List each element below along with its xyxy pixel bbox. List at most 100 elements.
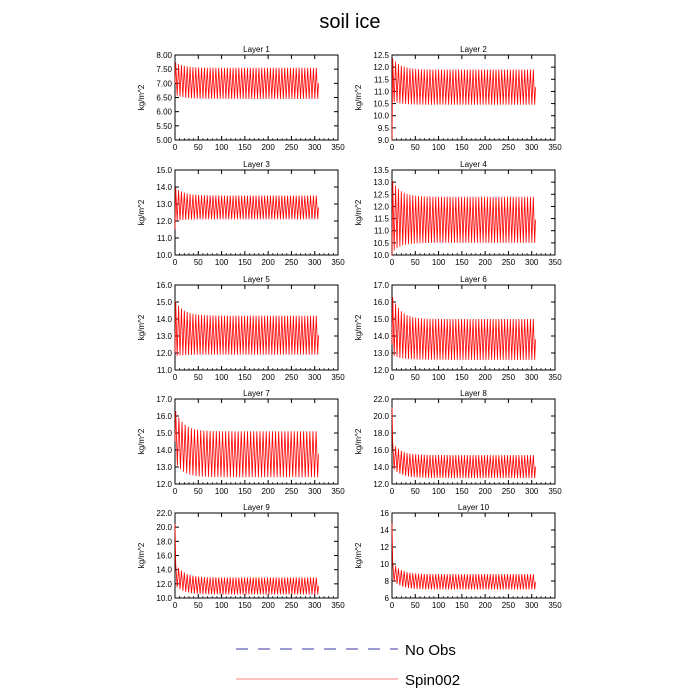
x-tick-label: 0	[173, 601, 178, 610]
x-tick-label: 350	[331, 373, 345, 382]
x-tick-label: 50	[194, 487, 203, 496]
y-tick-label: 15.0	[156, 166, 172, 175]
y-axis-label: kg/m^2	[354, 428, 363, 454]
y-tick-label: 11.0	[157, 366, 173, 375]
x-tick-label: 100	[215, 487, 229, 496]
y-tick-label: 14.0	[156, 446, 172, 455]
series-line-spin002	[391, 297, 536, 360]
y-tick-label: 16.0	[156, 281, 172, 290]
panel-title: Layer 1	[243, 45, 270, 54]
panel-2: Layer 2 kg/m^2 0 50 100 150 200 250 300 350 9.0 9.5…	[354, 45, 562, 152]
panel-1: Layer 1 kg/m^2 0 50 100 150 200 250 300 350 5.00 5.…	[137, 45, 345, 152]
x-tick-label: 150	[455, 487, 469, 496]
series-line-spin002	[174, 62, 319, 99]
panel-3: Layer 3 kg/m^2 0 50 100 150 200 250 300 350 10.0 11…	[137, 160, 345, 267]
y-tick-label: 10.0	[156, 251, 172, 260]
x-tick-label: 300	[308, 143, 322, 152]
x-tick-label: 250	[502, 487, 516, 496]
y-axis-label: kg/m^2	[137, 314, 146, 340]
plot-frame	[391, 512, 556, 599]
y-tick-label: 7.00	[156, 79, 172, 88]
y-axis-label: kg/m^2	[137, 428, 146, 454]
panel-title: Layer 2	[460, 45, 487, 54]
x-tick-label: 350	[548, 143, 562, 152]
series-line-spin002	[174, 523, 319, 595]
y-tick-label: 9.0	[378, 136, 390, 145]
x-tick-label: 200	[261, 258, 275, 267]
x-tick-label: 150	[455, 373, 469, 382]
y-tick-label: 13.0	[373, 349, 389, 358]
x-tick-label: 0	[173, 143, 178, 152]
y-tick-label: 11.5	[374, 215, 390, 224]
y-tick-label: 14.0	[156, 315, 172, 324]
x-tick-label: 0	[173, 258, 178, 267]
y-tick-label: 7.50	[156, 65, 172, 74]
y-tick-label: 12	[380, 543, 389, 552]
y-tick-label: 6.00	[156, 108, 172, 117]
x-tick-label: 300	[525, 487, 539, 496]
x-tick-label: 300	[525, 373, 539, 382]
legend: No Obs Spin002	[236, 642, 460, 689]
panel-10: Layer 10 kg/m^2 0 50 100 150 200 250 300 350 6 8 10 1…	[354, 503, 562, 610]
x-tick-label: 200	[478, 487, 492, 496]
y-tick-label: 12.0	[373, 366, 389, 375]
x-tick-label: 150	[455, 143, 469, 152]
y-tick-label: 13.0	[373, 178, 389, 187]
x-tick-label: 350	[331, 258, 345, 267]
y-tick-label: 6	[385, 594, 390, 603]
y-tick-label: 14.0	[156, 566, 172, 575]
x-tick-label: 300	[308, 373, 322, 382]
y-tick-label: 14.0	[373, 463, 389, 472]
panel-8: Layer 8 kg/m^2 0 50 100 150 200 250 300 350 12.0 14…	[354, 389, 562, 496]
x-tick-label: 250	[285, 143, 299, 152]
panel-title: Layer 5	[243, 275, 270, 284]
x-tick-label: 200	[261, 601, 275, 610]
y-tick-label: 22.0	[373, 395, 389, 404]
y-tick-label: 5.50	[156, 122, 172, 131]
panel-9: Layer 9 kg/m^2 0 50 100 150 200 250 300 350 10.0 12…	[137, 503, 345, 610]
x-tick-label: 200	[478, 258, 492, 267]
y-axis-label: kg/m^2	[354, 314, 363, 340]
panel-title: Layer 4	[460, 160, 487, 169]
x-tick-label: 350	[331, 143, 345, 152]
y-tick-label: 12.0	[373, 480, 389, 489]
y-axis-label: kg/m^2	[354, 542, 363, 568]
panels: Layer 1kg/m^20 50 100 150 200 250 300 3505.005.…	[137, 45, 562, 610]
series-line-spin002	[391, 523, 536, 590]
x-tick-label: 300	[308, 258, 322, 267]
series-line-spin002	[391, 181, 536, 256]
x-tick-label: 100	[432, 373, 446, 382]
y-tick-label: 14.0	[156, 183, 172, 192]
x-tick-label: 250	[285, 373, 299, 382]
series-line-spin002	[174, 301, 319, 357]
y-tick-label: 15.0	[156, 429, 172, 438]
legend-label-spin002: Spin002	[405, 672, 460, 689]
y-tick-label: 12.0	[156, 217, 172, 226]
y-tick-label: 8	[385, 577, 390, 586]
x-tick-label: 300	[525, 258, 539, 267]
series-line-spin002	[391, 58, 536, 141]
x-tick-label: 50	[411, 487, 420, 496]
legend-label-no-obs: No Obs	[405, 642, 456, 659]
y-tick-label: 10.5	[373, 100, 389, 109]
x-tick-label: 300	[525, 143, 539, 152]
y-tick-label: 11.5	[374, 75, 390, 84]
x-tick-label: 100	[215, 373, 229, 382]
x-tick-label: 150	[238, 143, 252, 152]
y-tick-label: 13.0	[156, 463, 172, 472]
x-tick-label: 150	[455, 258, 469, 267]
y-axis-label: kg/m^2	[354, 199, 363, 225]
x-tick-label: 350	[331, 487, 345, 496]
y-tick-label: 16.0	[156, 412, 172, 421]
x-tick-label: 0	[390, 373, 395, 382]
plot-frame	[391, 398, 556, 485]
x-tick-label: 200	[478, 601, 492, 610]
y-tick-label: 22.0	[156, 509, 172, 518]
x-tick-label: 0	[173, 373, 178, 382]
panel-title: Layer 6	[460, 275, 487, 284]
panel-4: Layer 4 kg/m^2 0 50 100 150 200 250 300 350 10.0 10…	[354, 160, 562, 267]
x-tick-label: 100	[432, 601, 446, 610]
x-tick-label: 100	[432, 258, 446, 267]
y-axis-label: kg/m^2	[354, 84, 363, 110]
x-tick-label: 50	[194, 601, 203, 610]
